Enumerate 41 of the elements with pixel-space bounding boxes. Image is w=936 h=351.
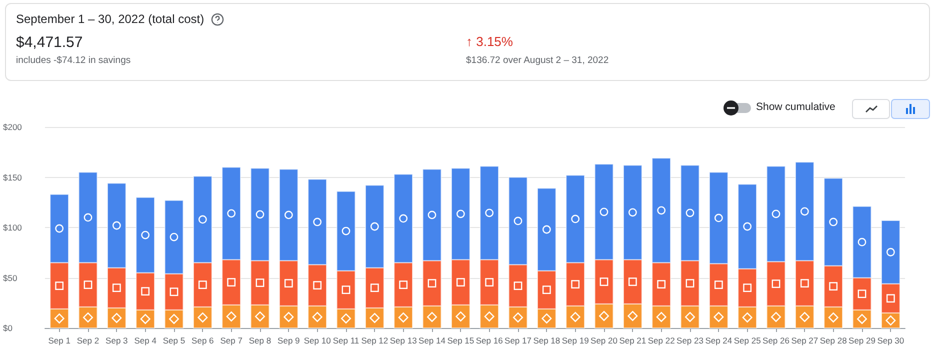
x-tick-label: Sep 26 bbox=[762, 336, 790, 346]
x-tick-label: Sep 29 bbox=[848, 336, 876, 346]
x-tick-label: Sep 9 bbox=[278, 336, 300, 346]
x-tick-label: Sep 17 bbox=[504, 336, 532, 346]
x-tick-label: Sep 27 bbox=[791, 336, 818, 346]
x-tick-label: Sep 3 bbox=[106, 336, 128, 346]
text: ↑ 3.15% bbox=[466, 34, 513, 49]
x-tick-label: Sep 10 bbox=[304, 336, 332, 346]
x-tick-label: Sep 13 bbox=[390, 336, 418, 346]
x-tick-label: Sep 19 bbox=[562, 336, 590, 346]
x-tick-label: Sep 25 bbox=[734, 336, 762, 346]
x-tick-label: Sep 8 bbox=[248, 336, 272, 346]
x-tick-label: Sep 23 bbox=[676, 336, 704, 346]
y-tick-label: $0 bbox=[3, 323, 13, 333]
x-tick-label: Sep 7 bbox=[220, 336, 243, 346]
x-tick-label: Sep 18 bbox=[533, 336, 560, 346]
x-tick-label: Sep 22 bbox=[648, 336, 676, 346]
chart-title: September 1 – 30, 2022 (total cost) bbox=[16, 12, 204, 26]
x-tick-label: Sep 5 bbox=[162, 336, 186, 346]
x-tick-label: Sep 24 bbox=[705, 336, 732, 346]
x-tick-label: Sep 11 bbox=[332, 336, 360, 346]
x-tick-label: Sep 4 bbox=[134, 336, 157, 346]
x-tick-label: Sep 21 bbox=[619, 336, 646, 346]
text: $4,471.57 bbox=[16, 34, 83, 51]
x-tick-label: Sep 1 bbox=[48, 336, 71, 346]
y-tick-label: $200 bbox=[3, 122, 22, 132]
y-tick-label: $150 bbox=[3, 172, 22, 182]
x-tick-label: Sep 12 bbox=[361, 336, 388, 346]
x-tick-label: Sep 28 bbox=[820, 336, 848, 346]
x-tick-label: Sep 14 bbox=[418, 336, 446, 346]
x-tick-label: Sep 2 bbox=[76, 336, 100, 346]
x-tick-label: Sep 6 bbox=[192, 336, 214, 346]
text: $136.72 over August 2 – 31, 2022 bbox=[466, 55, 609, 66]
y-tick-label: $100 bbox=[3, 222, 22, 232]
x-tick-label: Sep 30 bbox=[877, 336, 904, 346]
text: Show cumulative bbox=[756, 101, 836, 113]
x-tick-label: Sep 20 bbox=[590, 336, 618, 346]
y-tick-label: $50 bbox=[3, 272, 18, 283]
x-tick-label: Sep 15 bbox=[447, 336, 474, 346]
x-tick-label: Sep 16 bbox=[476, 336, 504, 346]
text: includes -$74.12 in savings bbox=[16, 55, 131, 66]
